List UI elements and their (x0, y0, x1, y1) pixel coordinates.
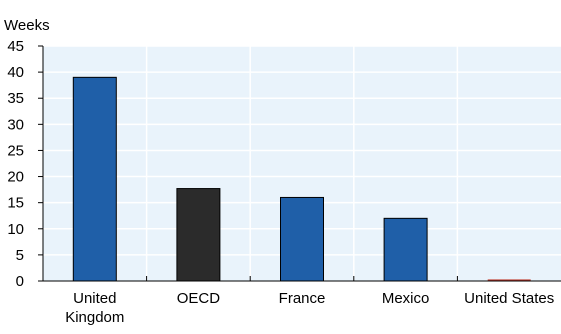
x-tick-label: United (73, 290, 116, 307)
tick-labels: 0 5 10 15 20 25 30 35 40 45 United Kingdom OECD Franc… (7, 38, 554, 326)
bar-2 (280, 196, 324, 282)
bar-1 (176, 188, 221, 282)
bar-4 (487, 279, 531, 281)
y-tick-label: 10 (7, 221, 24, 238)
y-axis-label: Weeks (4, 17, 50, 34)
bars (72, 76, 531, 282)
y-tick-label: 35 (7, 90, 24, 107)
y-tick-label: 15 (7, 195, 24, 212)
bar-0 (72, 76, 117, 282)
axes (38, 45, 561, 282)
y-tick-label: 45 (7, 38, 24, 55)
x-tick-label: United States (464, 290, 554, 307)
y-tick-label: 5 (16, 247, 24, 264)
y-tick-label: 30 (7, 116, 24, 133)
y-tick-label: 0 (16, 273, 24, 290)
y-tick-label: 25 (7, 142, 24, 159)
bar-3 (383, 217, 428, 282)
y-tick-label: 40 (7, 64, 24, 81)
x-tick-label: Mexico (382, 290, 430, 307)
x-tick-label: OECD (177, 290, 221, 307)
y-tick-label: 20 (7, 169, 24, 186)
x-tick-label: Kingdom (65, 309, 124, 326)
x-tick-label: France (279, 290, 326, 307)
